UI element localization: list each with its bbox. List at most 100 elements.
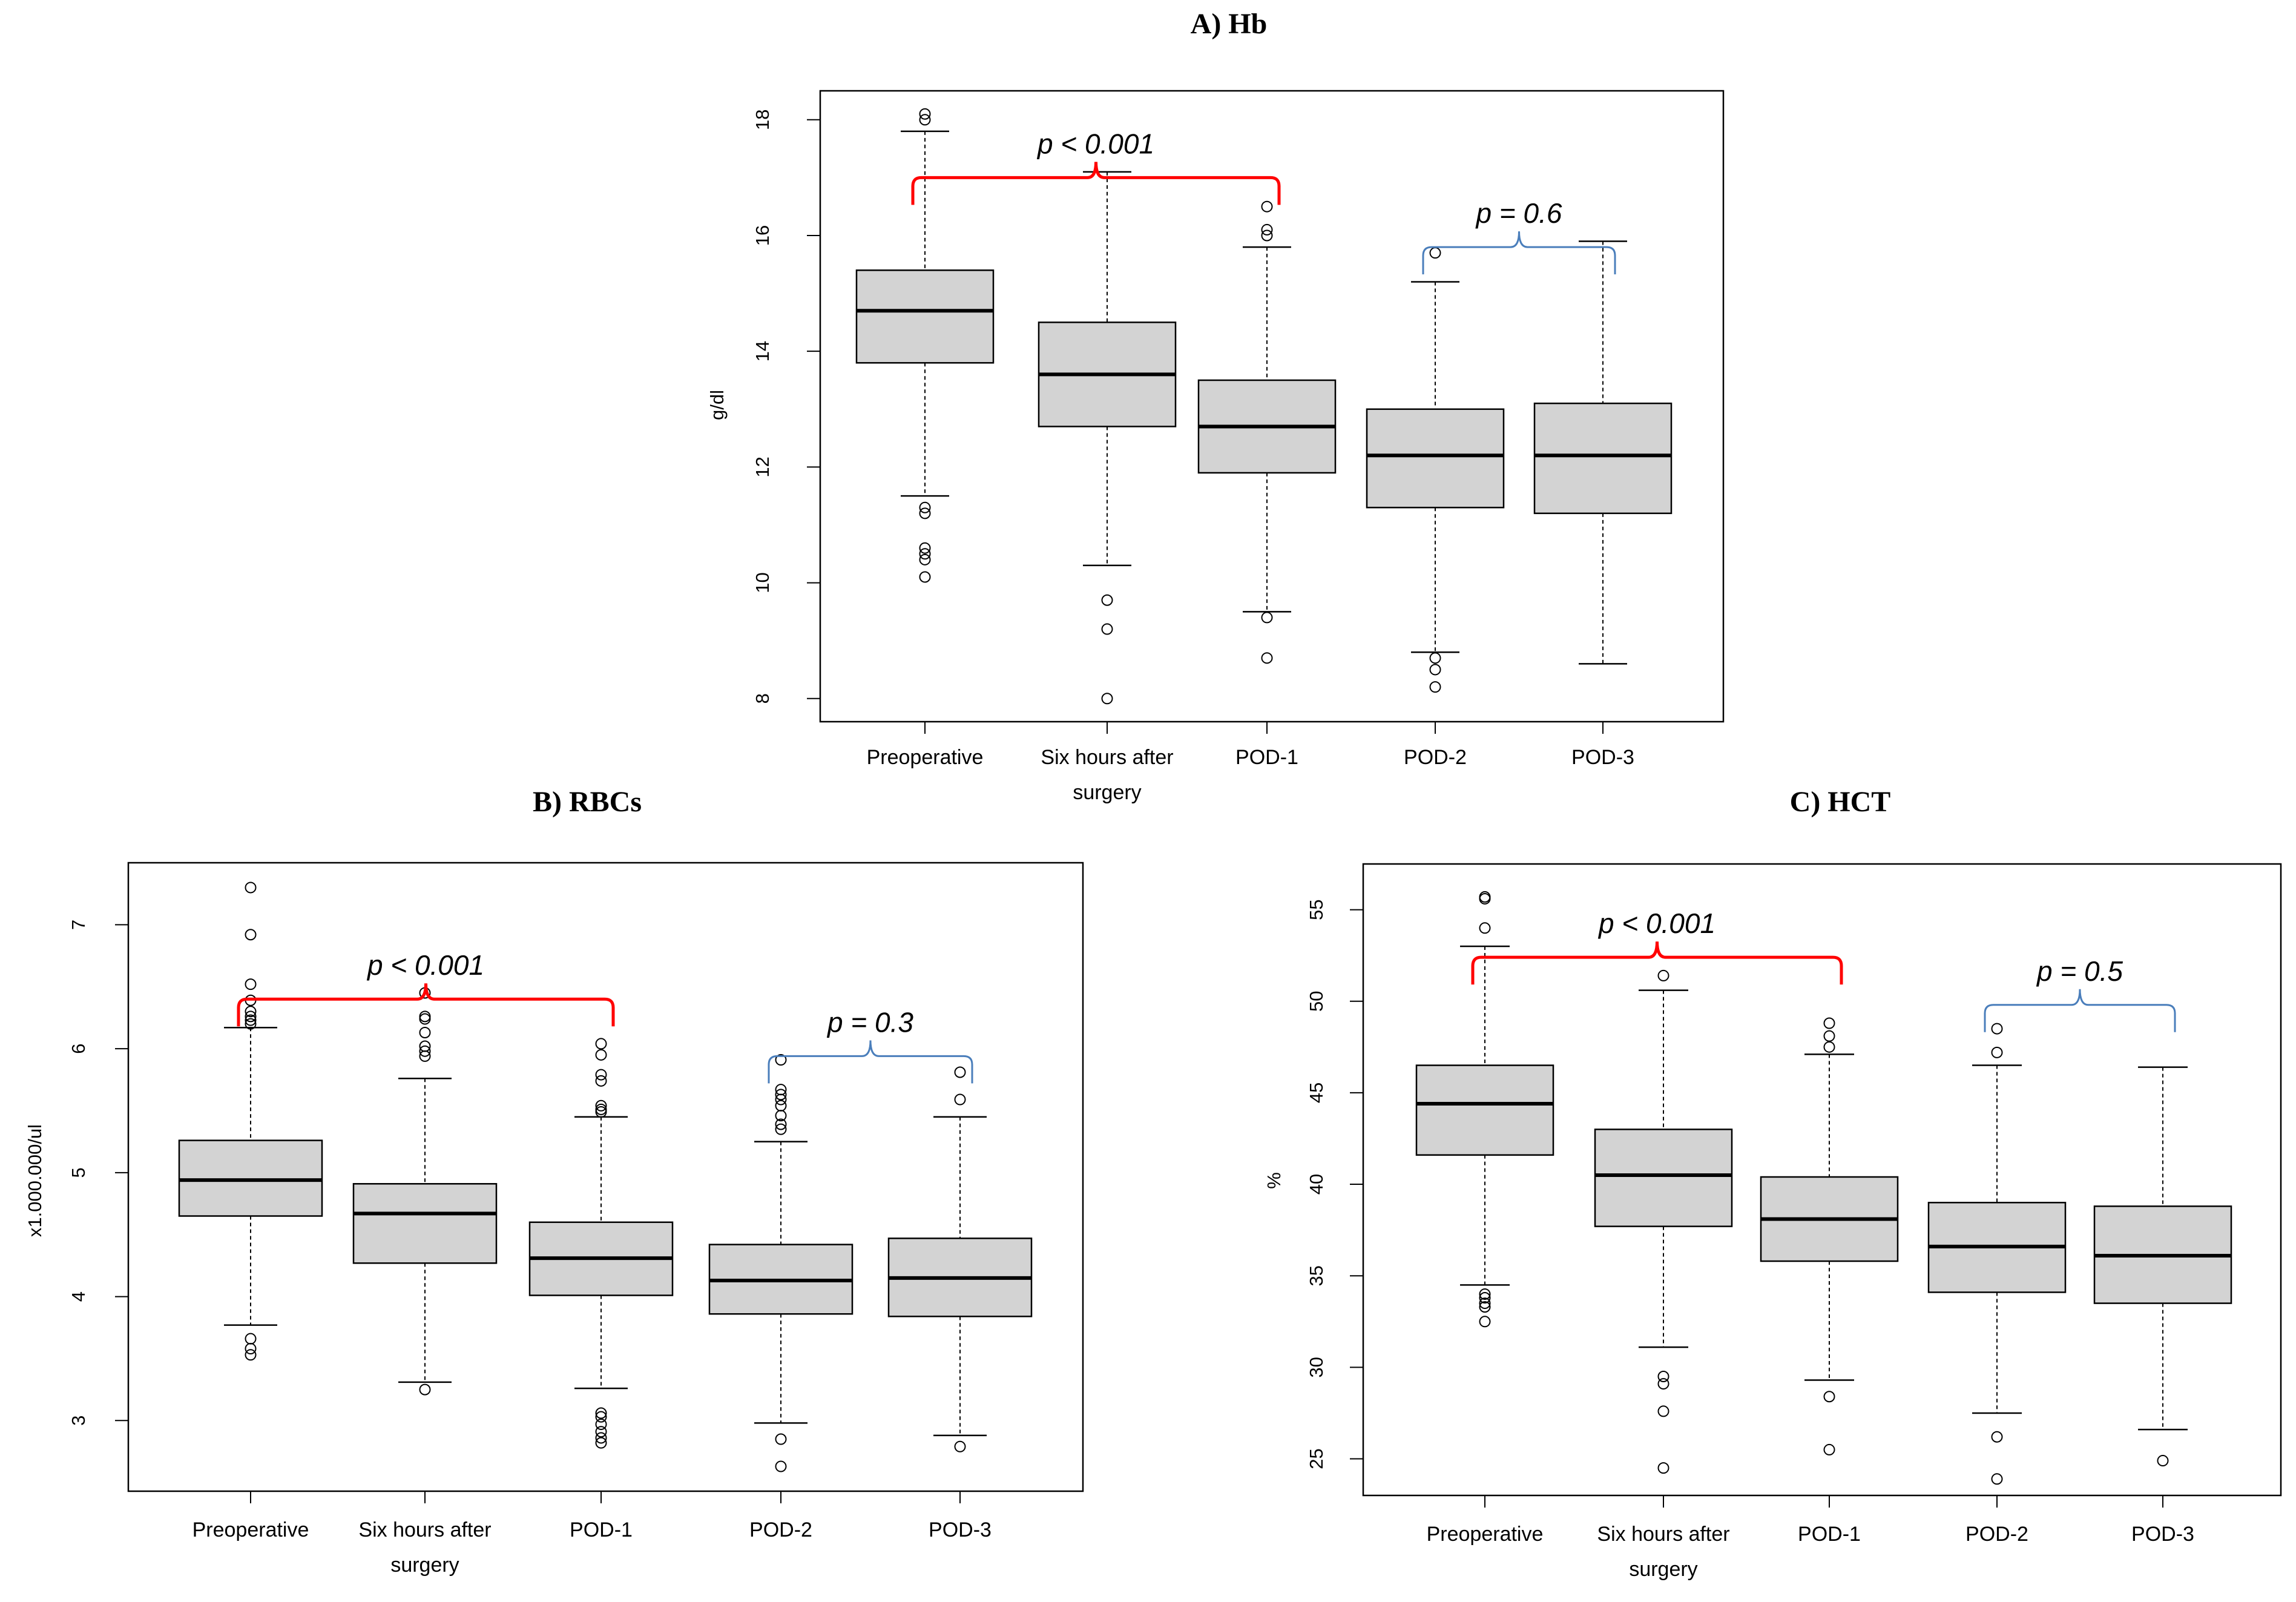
outlier-point [419,1050,431,1062]
panel-title: A) Hb [1191,8,1268,40]
outlier-point [1991,1473,2003,1485]
outlier-point [919,553,931,565]
outlier-point [1429,652,1441,664]
outlier-point [245,1014,257,1026]
p-value-label: p < 0.001 [1036,128,1154,159]
x-tick-label: Preoperative [867,746,984,769]
outlier-point [1261,200,1273,213]
outlier-point [775,1433,787,1445]
outlier-point [1823,1391,1835,1403]
significance-bracket [1984,989,2176,1032]
outlier-point [954,1066,966,1078]
outlier-point [1429,664,1441,676]
outlier-point [595,1432,607,1444]
outlier-point [1657,969,1669,981]
y-tick-label: 8 [752,693,773,704]
significance-bracket [1422,231,1616,275]
outlier-point [1479,892,1491,905]
panel-rbcs: B) RBCs x1.000.000/ul 3 4 5 6 7 Preoperative S… [24,786,1084,1577]
outlier-point [919,507,931,519]
y-tick-label: 18 [752,110,773,130]
outlier-point [919,501,931,513]
outlier-point [595,1075,607,1087]
outlier-point [1261,611,1273,624]
y-axis-label: % [1263,1172,1285,1189]
outlier-point [595,1411,607,1423]
outlier-point [1823,1017,1835,1029]
x-tick-label: Preoperative [192,1518,309,1541]
y-tick-label: 35 [1306,1265,1327,1286]
outlier-point [1991,1046,2003,1058]
outlier-point [919,542,931,554]
y-tick-label: 14 [752,341,773,361]
x-tick-label: POD-2 [1965,1523,2028,1546]
outlier-point [419,1010,431,1023]
outlier-point [775,1089,787,1101]
outlier-point [595,1407,607,1419]
p-value-label: p < 0.001 [366,949,484,981]
outlier-point [1657,1378,1669,1390]
y-tick-label: 3 [68,1416,89,1426]
plot-frame [819,90,1725,723]
outlier-point [419,1045,431,1057]
outlier-point [1991,1431,2003,1443]
outlier-point [245,882,257,894]
outlier-point [954,1093,966,1106]
outlier-point [1261,229,1273,242]
outlier-point [245,1349,257,1361]
outlier-point [245,1006,257,1018]
y-tick-label: 45 [1306,1083,1327,1103]
outlier-point [595,1099,607,1112]
outlier-point [595,1437,607,1449]
y-tick-label: 30 [1306,1357,1327,1377]
outlier-point [1823,1443,1835,1455]
x-tick-label: surgery [1629,1558,1697,1581]
outlier-point [2157,1455,2169,1467]
outlier-point [1101,693,1113,705]
outlier-point [1479,1316,1491,1328]
outlier-point [419,1026,431,1038]
outlier-point [919,108,931,120]
p-value-label: p = 0.5 [2036,955,2123,987]
x-tick-label: POD-3 [929,1518,992,1541]
box [1415,1064,1554,1156]
outlier-point [245,1333,257,1345]
x-tick-label: POD-2 [749,1518,812,1541]
outlier-point [419,1383,431,1396]
y-tick-label: 16 [752,225,773,246]
p-value-label: p = 0.6 [1475,197,1562,229]
x-tick-label: Six hours after [358,1518,491,1541]
y-tick-label: 5 [68,1167,89,1178]
outlier-point [1991,1023,2003,1035]
outlier-point [595,1038,607,1050]
plot-frame [1362,863,2282,1497]
outlier-point [245,1018,257,1030]
y-tick-label: 4 [68,1291,89,1302]
outlier-point [595,1049,607,1061]
y-tick-label: 40 [1306,1174,1327,1195]
y-axis-label: x1.000.000/ul [24,1124,45,1237]
p-value-label: p < 0.001 [1597,908,1715,939]
x-tick-label: Six hours after [1597,1523,1729,1546]
outlier-point [1101,594,1113,606]
plot-frame [127,862,1084,1492]
outlier-point [1261,223,1273,236]
box [855,269,995,364]
outlier-point [775,1093,787,1106]
outlier-point [1479,1291,1491,1304]
outlier-point [245,978,257,991]
x-tick-label: POD-3 [2131,1523,2194,1546]
outlier-point [1479,1301,1491,1313]
x-tick-label: surgery [1073,781,1141,804]
outlier-point [1823,1041,1835,1053]
panel-title: B) RBCs [533,786,642,818]
outlier-point [1657,1370,1669,1382]
outlier-point [595,1426,607,1438]
box [178,1139,323,1217]
x-tick-label: Six hours after [1041,746,1173,769]
y-tick-label: 25 [1306,1448,1327,1469]
outlier-point [1823,1030,1835,1042]
outlier-point [775,1460,787,1472]
x-tick-label: POD-2 [1404,746,1467,769]
